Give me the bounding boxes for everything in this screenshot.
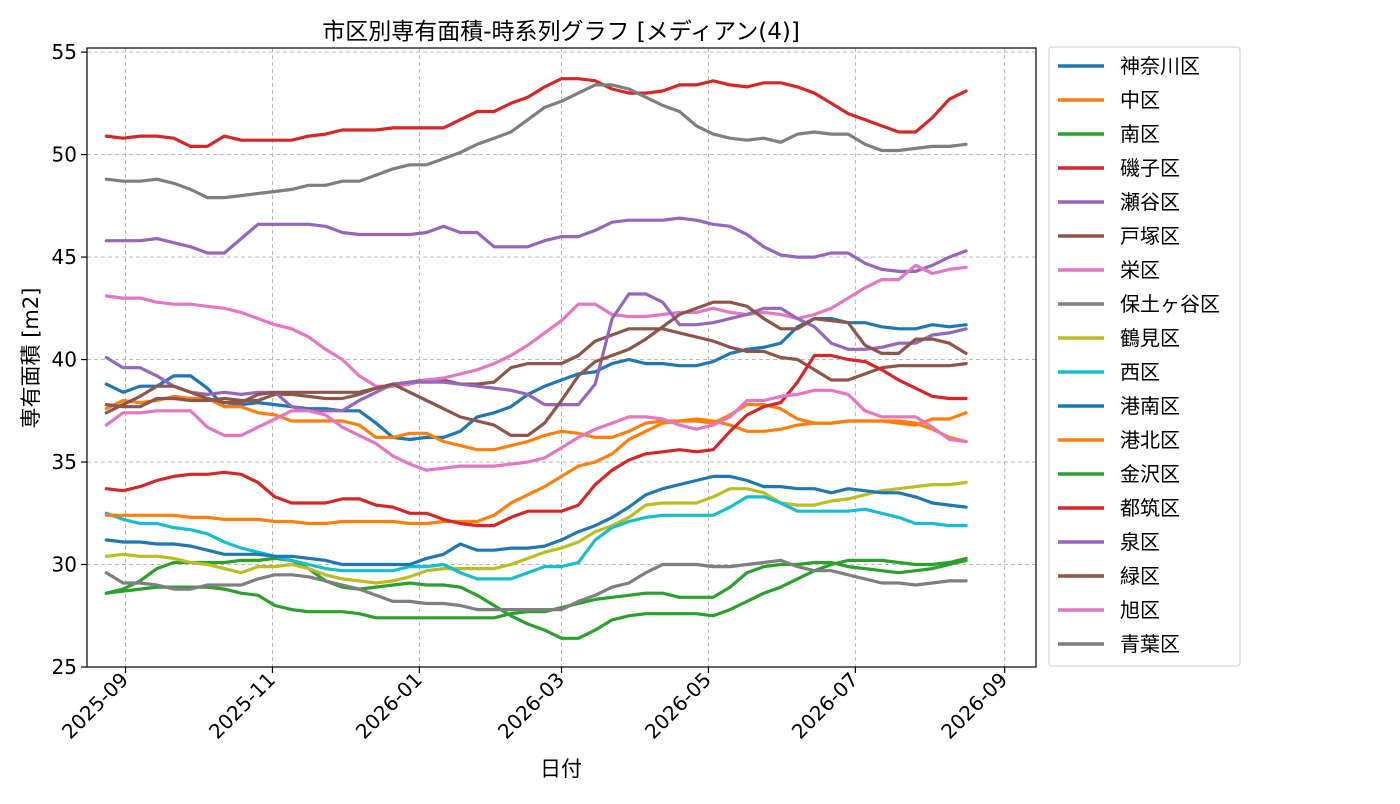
legend-label: 瀬谷区 <box>1120 190 1180 214</box>
legend-label: 港南区 <box>1120 394 1180 418</box>
y-tick-label: 30 <box>52 553 77 577</box>
legend-label: 神奈川区 <box>1120 54 1200 78</box>
legend-label: 緑区 <box>1120 564 1160 588</box>
y-tick-label: 45 <box>52 245 77 269</box>
legend-label: 栄区 <box>1120 258 1160 282</box>
series-line-3 <box>104 77 968 148</box>
grid <box>87 48 1036 668</box>
chart-title: 市区別専有面積-時系列グラフ [メディアン(4)] <box>322 19 800 45</box>
legend-label: 都筑区 <box>1120 496 1180 520</box>
series-line-4 <box>104 216 968 273</box>
series-line-15 <box>104 300 968 437</box>
legend-label: 旭区 <box>1120 598 1160 622</box>
y-tick-label: 35 <box>52 450 77 474</box>
y-tick-label: 50 <box>52 143 77 167</box>
legend: 神奈川区中区南区磯子区瀬谷区戸塚区栄区保土ヶ谷区鶴見区西区港南区港北区金沢区都筑… <box>1048 46 1241 667</box>
series-line-7 <box>104 83 968 200</box>
series-line-6 <box>104 263 968 388</box>
series-line-8 <box>104 480 968 585</box>
legend-label: 金沢区 <box>1120 462 1180 486</box>
series-line-12 <box>104 558 968 620</box>
y-axis-label: 専有面積 [m2] <box>19 288 43 429</box>
legend-label: 泉区 <box>1120 530 1160 554</box>
series-line-14 <box>104 292 968 413</box>
series-line-17 <box>104 558 968 612</box>
series-layer <box>104 77 968 640</box>
series-line-11 <box>104 403 968 526</box>
series-line-2 <box>104 556 968 640</box>
series-line-13 <box>104 353 968 528</box>
legend-label: 青葉区 <box>1120 632 1180 656</box>
legend-label: 南区 <box>1120 122 1160 146</box>
legend-label: 戸塚区 <box>1120 224 1180 248</box>
y-tick-label: 25 <box>52 655 77 679</box>
legend-label: 中区 <box>1120 88 1160 112</box>
y-tick-label: 55 <box>52 40 77 64</box>
series-line-10 <box>104 474 968 567</box>
legend-label: 鶴見区 <box>1120 326 1180 350</box>
legend-label: 保土ヶ谷区 <box>1120 292 1220 316</box>
x-axis-label: 日付 <box>540 757 582 781</box>
y-tick-label: 40 <box>52 348 77 372</box>
series-line-5 <box>104 327 968 409</box>
legend-label: 港北区 <box>1120 428 1180 452</box>
series-line-9 <box>104 495 968 581</box>
legend-label: 磯子区 <box>1120 156 1180 180</box>
legend-label: 西区 <box>1120 360 1160 384</box>
series-line-16 <box>104 388 968 472</box>
